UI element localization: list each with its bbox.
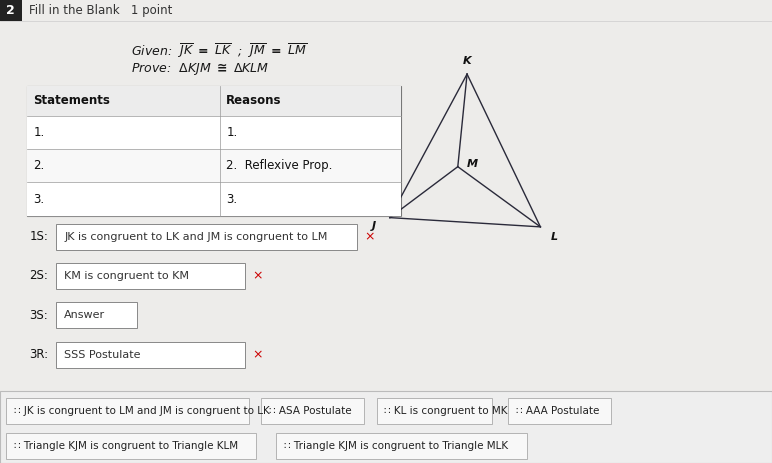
FancyBboxPatch shape (56, 302, 137, 328)
Text: 3R:: 3R: (29, 348, 49, 361)
Text: ×: × (252, 269, 263, 282)
Text: Answer: Answer (64, 310, 105, 320)
Text: 3.: 3. (33, 193, 44, 206)
FancyBboxPatch shape (377, 398, 492, 424)
Text: M: M (467, 159, 478, 169)
Text: 2S:: 2S: (29, 269, 48, 282)
Text: L: L (551, 232, 558, 242)
Text: ×: × (364, 230, 375, 243)
Text: Reasons: Reasons (226, 94, 282, 107)
Text: JK is congruent to LK and JM is congruent to LM: JK is congruent to LK and JM is congruen… (64, 232, 327, 242)
FancyBboxPatch shape (27, 116, 401, 149)
Text: 2.  Reflexive Prop.: 2. Reflexive Prop. (226, 159, 333, 172)
Text: J: J (372, 221, 376, 232)
Text: 3.: 3. (226, 193, 237, 206)
FancyBboxPatch shape (56, 342, 245, 368)
Text: 2: 2 (6, 4, 15, 17)
FancyBboxPatch shape (508, 398, 611, 424)
Text: SSS Postulate: SSS Postulate (64, 350, 141, 360)
Text: Fill in the Blank   1 point: Fill in the Blank 1 point (29, 4, 173, 17)
FancyBboxPatch shape (6, 398, 249, 424)
Text: 1.: 1. (226, 126, 238, 139)
Text: ×: × (252, 348, 263, 361)
Text: ∷ ASA Postulate: ∷ ASA Postulate (269, 407, 351, 416)
Text: K: K (462, 56, 472, 66)
Text: ∷ AAA Postulate: ∷ AAA Postulate (516, 407, 599, 416)
FancyBboxPatch shape (27, 86, 401, 216)
Text: 3S:: 3S: (29, 309, 48, 322)
FancyBboxPatch shape (56, 263, 245, 289)
FancyBboxPatch shape (276, 433, 527, 459)
Text: KM is congruent to KM: KM is congruent to KM (64, 271, 189, 281)
Text: 1S:: 1S: (29, 230, 48, 243)
Text: ∷ JK is congruent to LM and JM is congruent to LK: ∷ JK is congruent to LM and JM is congru… (14, 407, 269, 416)
Text: Statements: Statements (33, 94, 110, 107)
Text: ∷ Triangle KJM is congruent to Triangle KLM: ∷ Triangle KJM is congruent to Triangle … (14, 441, 238, 451)
FancyBboxPatch shape (0, 0, 22, 21)
Text: ∷ KL is congruent to MK: ∷ KL is congruent to MK (384, 407, 508, 416)
FancyBboxPatch shape (27, 149, 401, 182)
FancyBboxPatch shape (0, 391, 772, 463)
Text: 2.: 2. (33, 159, 45, 172)
Text: Prove:  $\mathit{\Delta KJM}$ $\mathbf{\cong}$ $\mathit{\Delta KLM}$: Prove: $\mathit{\Delta KJM}$ $\mathbf{\c… (131, 61, 269, 77)
FancyBboxPatch shape (27, 86, 401, 116)
Text: ∷ Triangle KJM is congruent to Triangle MLK: ∷ Triangle KJM is congruent to Triangle … (284, 441, 508, 451)
FancyBboxPatch shape (6, 433, 256, 459)
Text: 1.: 1. (33, 126, 45, 139)
Text: Given:  $\overline{JK}$ $\mathbf{=}$ $\overline{LK}$  ;  $\overline{JM}$ $\mathb: Given: $\overline{JK}$ $\mathbf{=}$ $\ov… (131, 42, 307, 60)
FancyBboxPatch shape (261, 398, 364, 424)
FancyBboxPatch shape (27, 182, 401, 216)
FancyBboxPatch shape (56, 224, 357, 250)
